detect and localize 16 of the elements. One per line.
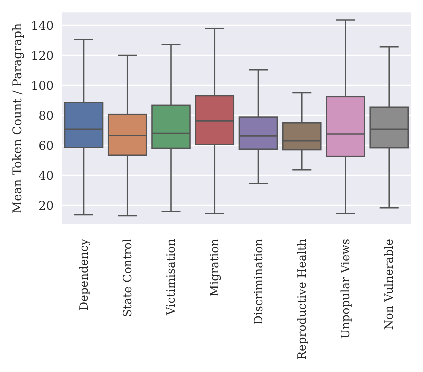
x-tick-label: Victimisation [164, 238, 178, 316]
y-tick-label: 80 [38, 108, 54, 123]
y-axis-title: Mean Token Count / Paragraph [10, 23, 24, 214]
x-tick-label: Dependency [76, 238, 91, 312]
y-tick-label: 100 [31, 78, 54, 93]
x-tick-label: Reproductive Health [294, 238, 309, 360]
x-tick-label: Non Vulnerable [382, 238, 396, 330]
x-tick-label: State Control [120, 238, 134, 318]
y-tick-label: 120 [31, 48, 54, 63]
y-tick-label: 140 [31, 18, 54, 33]
x-tick-label: Migration [208, 238, 222, 297]
y-tick-label: 40 [38, 168, 54, 183]
y-tick-label: 20 [38, 198, 54, 213]
y-tick-label: 60 [38, 138, 54, 153]
x-tick-label: Unpopular Views [338, 238, 353, 340]
x-tick-label: Discrimination [251, 238, 266, 325]
